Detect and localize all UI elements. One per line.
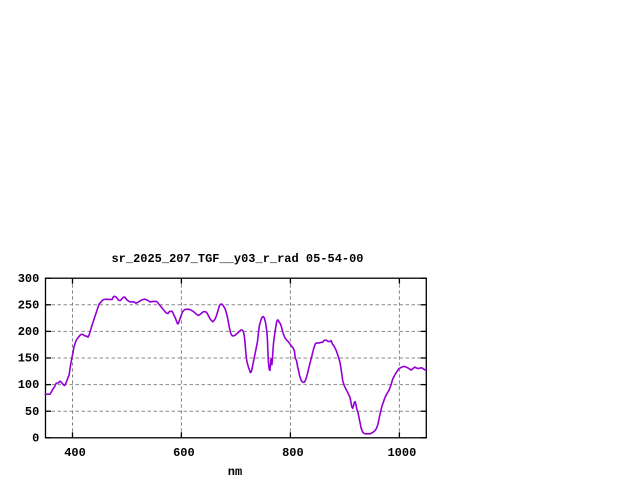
svg-text:sr_2025_207_TGF__y03_r_rad 05-: sr_2025_207_TGF__y03_r_rad 05-54-00 [111,252,363,266]
svg-text:800: 800 [282,446,304,460]
svg-text:100: 100 [18,378,40,392]
svg-text:250: 250 [18,298,40,312]
svg-text:50: 50 [25,405,39,419]
svg-text:300: 300 [18,272,40,286]
svg-text:150: 150 [18,352,40,366]
svg-text:200: 200 [18,325,40,339]
svg-text:nm: nm [228,465,242,479]
svg-text:600: 600 [173,446,195,460]
svg-text:0: 0 [32,431,39,445]
svg-text:1000: 1000 [387,446,416,460]
svg-text:400: 400 [64,446,86,460]
